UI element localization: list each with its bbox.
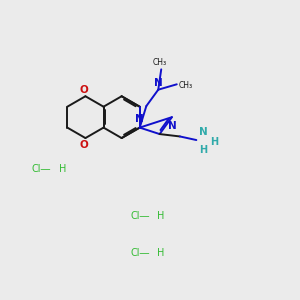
Text: —: — xyxy=(136,211,152,221)
Text: H: H xyxy=(59,164,66,174)
Text: —: — xyxy=(37,164,54,174)
Text: N: N xyxy=(154,78,163,88)
Text: N: N xyxy=(135,114,144,124)
Text: Cl: Cl xyxy=(130,211,140,221)
Text: N: N xyxy=(199,127,208,137)
Text: Cl: Cl xyxy=(130,248,140,258)
Text: O: O xyxy=(80,85,88,95)
Text: CH₃: CH₃ xyxy=(179,81,193,90)
Text: N: N xyxy=(167,121,176,131)
Text: H: H xyxy=(158,211,165,221)
Text: H: H xyxy=(199,146,207,155)
Text: Cl: Cl xyxy=(32,164,41,174)
Text: CH₃: CH₃ xyxy=(153,58,167,67)
Text: O: O xyxy=(80,140,88,149)
Text: H: H xyxy=(158,248,165,258)
Text: —: — xyxy=(136,248,152,258)
Text: H: H xyxy=(210,136,218,146)
